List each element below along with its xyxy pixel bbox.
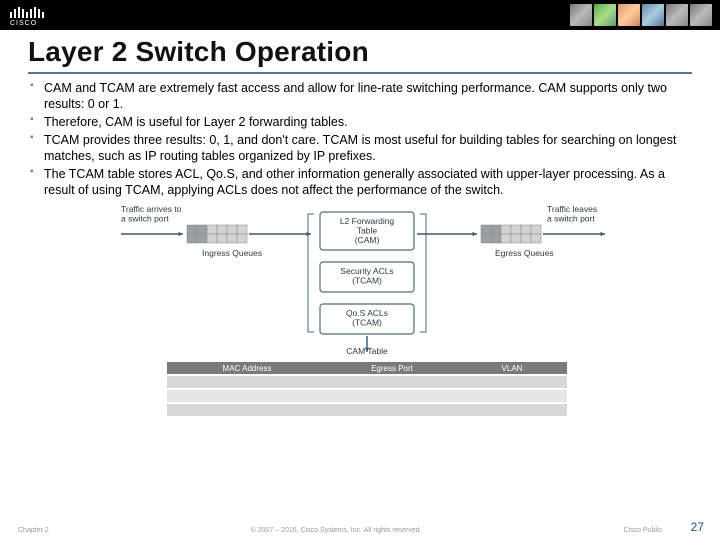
svg-text:VLAN: VLAN — [502, 364, 523, 373]
header-photo — [642, 4, 664, 26]
header-photo — [570, 4, 592, 26]
slide-body: CAM and TCAM are extremely fast access a… — [0, 80, 720, 459]
svg-text:Egress Port: Egress Port — [371, 364, 414, 373]
bullet-list: CAM and TCAM are extremely fast access a… — [44, 80, 690, 198]
footer: Chapter 2 © 2007 – 2016, Cisco Systems, … — [0, 527, 720, 534]
header-photo-strip — [570, 4, 712, 26]
bullet-item: Therefore, CAM is useful for Layer 2 for… — [44, 114, 690, 130]
chapter-label: Chapter 2 — [18, 527, 49, 534]
slide-title: Layer 2 Switch Operation — [0, 30, 720, 72]
cisco-logo: CISCO — [8, 4, 66, 26]
top-bar: CISCO — [0, 0, 720, 30]
diagram-container: Traffic arrives toa switch port Ingress Q… — [44, 204, 690, 459]
page-number: 27 — [691, 520, 704, 534]
header-photo — [594, 4, 616, 26]
header-photo — [690, 4, 712, 26]
svg-text:Ingress Queues: Ingress Queues — [202, 248, 262, 258]
title-underline — [28, 72, 692, 74]
svg-text:MAC Address: MAC Address — [223, 364, 272, 373]
svg-text:CISCO: CISCO — [10, 20, 37, 26]
header-photo — [618, 4, 640, 26]
svg-text:Traffic arrives toa switch por: Traffic arrives toa switch port — [121, 204, 182, 224]
svg-text:Egress Queues: Egress Queues — [495, 248, 554, 258]
slide: CISCO Layer 2 Switch Operation CAM and T… — [0, 0, 720, 540]
copyright-text: © 2007 – 2016, Cisco Systems, Inc. All r… — [49, 527, 624, 534]
header-photo — [666, 4, 688, 26]
bullet-item: The TCAM table stores ACL, Qo.S, and oth… — [44, 166, 690, 198]
bullet-item: CAM and TCAM are extremely fast access a… — [44, 80, 690, 112]
svg-text:Traffic leavesa switch port: Traffic leavesa switch port — [547, 204, 597, 224]
bullet-item: TCAM provides three results: 0, 1, and d… — [44, 132, 690, 164]
public-label: Cisco Public — [623, 527, 662, 534]
svg-text:Qo.S ACLs(TCAM): Qo.S ACLs(TCAM) — [346, 308, 388, 328]
switch-diagram: Traffic arrives toa switch port Ingress Q… — [117, 204, 617, 459]
